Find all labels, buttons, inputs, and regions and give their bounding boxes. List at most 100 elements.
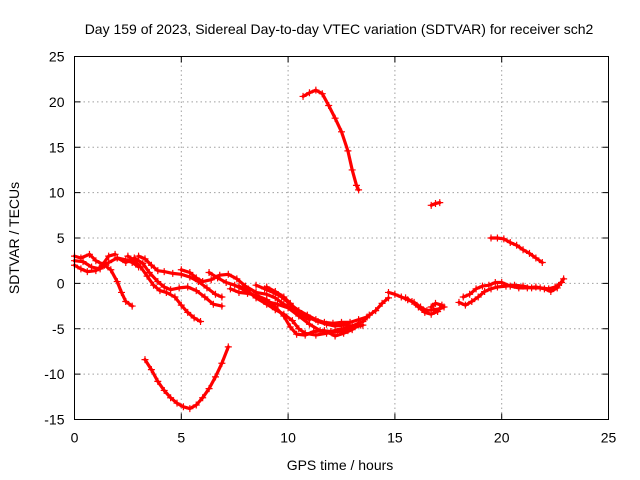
data-point	[167, 286, 175, 294]
series-trace-4	[113, 254, 226, 310]
data-point	[171, 293, 179, 301]
data-point	[192, 401, 200, 409]
series-trace-10	[235, 282, 365, 339]
series-trace-20	[487, 234, 546, 267]
data-point	[427, 310, 435, 318]
data-point	[111, 250, 119, 258]
data-point	[355, 316, 363, 324]
data-point	[173, 399, 181, 407]
data-point	[427, 303, 435, 311]
data-point	[244, 287, 252, 295]
data-point	[122, 259, 130, 267]
data-point	[487, 234, 495, 242]
data-point	[231, 281, 239, 289]
data-point	[205, 268, 213, 276]
data-point	[305, 316, 313, 324]
x-tick-label: 15	[387, 430, 403, 446]
y-tick-label: 25	[49, 49, 65, 65]
data-point	[553, 284, 561, 292]
data-point	[167, 394, 175, 402]
data-point	[378, 299, 386, 307]
series-line	[137, 254, 224, 299]
data-point	[500, 235, 508, 243]
data-point	[105, 252, 113, 260]
data-point	[139, 259, 147, 267]
data-point	[100, 261, 108, 269]
data-point	[455, 298, 463, 306]
x-tick-label: 10	[280, 430, 296, 446]
data-point	[408, 298, 416, 306]
data-point	[156, 287, 164, 295]
data-point	[130, 257, 138, 265]
data-point	[271, 294, 279, 302]
data-point	[122, 298, 130, 306]
series-trace-13	[359, 294, 392, 325]
data-point	[141, 356, 149, 364]
data-point	[421, 308, 429, 316]
data-point	[235, 282, 243, 290]
data-point	[540, 285, 548, 293]
x-axis-title: GPS time / hours	[287, 457, 394, 473]
series-trace-21	[427, 199, 444, 209]
y-tick-label: -10	[44, 366, 64, 382]
data-point	[222, 278, 230, 286]
data-point	[160, 386, 168, 394]
x-tick-label: 0	[71, 430, 79, 446]
data-point	[515, 284, 523, 292]
data-point	[192, 287, 200, 295]
data-point	[348, 166, 356, 174]
data-point	[325, 102, 333, 110]
data-point	[92, 257, 100, 265]
data-point	[160, 268, 168, 276]
data-point	[124, 252, 132, 260]
data-point	[318, 90, 326, 98]
data-point	[147, 261, 155, 269]
data-point	[184, 308, 192, 316]
y-tick-label: -15	[44, 412, 64, 428]
data-point	[333, 327, 341, 335]
data-point	[320, 318, 328, 326]
data-point	[117, 288, 125, 296]
data-point	[365, 311, 373, 319]
series-line	[72, 252, 134, 308]
data-point	[154, 377, 162, 385]
data-point	[331, 114, 339, 122]
data-point	[211, 290, 219, 298]
data-point	[214, 274, 222, 282]
data-point	[312, 86, 320, 94]
data-point	[359, 317, 367, 325]
data-point	[83, 268, 91, 276]
series-trace-19	[299, 86, 363, 194]
series-trace-7	[177, 266, 365, 330]
data-point	[538, 259, 546, 267]
data-point	[113, 278, 121, 286]
data-point	[474, 293, 482, 301]
series-line	[126, 254, 203, 324]
data-point	[128, 302, 136, 310]
data-point	[252, 281, 260, 289]
y-tick-label: 5	[57, 230, 65, 246]
x-tick-label: 5	[177, 430, 185, 446]
data-point	[547, 288, 555, 296]
data-point	[481, 288, 489, 296]
y-tick-label: -5	[52, 321, 65, 337]
series-trace-6	[124, 252, 205, 325]
data-point	[338, 128, 345, 136]
data-point	[107, 266, 115, 274]
data-point	[436, 199, 444, 207]
data-point	[344, 327, 352, 335]
data-point	[438, 301, 446, 309]
data-point	[338, 318, 345, 326]
data-point	[137, 263, 145, 271]
y-tick-label: 15	[49, 139, 65, 155]
data-point	[169, 269, 177, 277]
data-point	[141, 255, 149, 263]
series-trace-17	[459, 275, 568, 301]
data-point	[299, 312, 307, 320]
data-point	[175, 284, 183, 292]
data-point	[459, 293, 467, 301]
data-point	[88, 263, 96, 271]
data-point	[506, 282, 514, 290]
data-point	[431, 200, 439, 208]
data-point	[79, 258, 87, 266]
